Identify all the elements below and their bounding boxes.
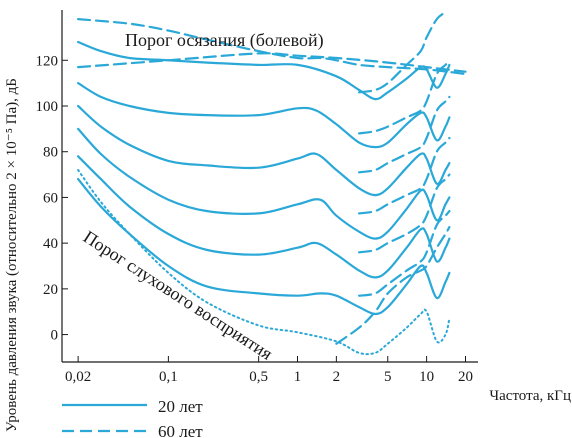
solid-curve-3 [77, 127, 451, 240]
pain-threshold-label: Порог осязания (болевой) [125, 30, 324, 51]
y-tick-label: 0 [51, 328, 59, 344]
dashed-curve-12 [358, 136, 451, 215]
y-tick-label: 80 [43, 145, 58, 161]
hearing-threshold-label: Порог слухового восприятия [80, 227, 276, 364]
dotted-curve-0 [77, 169, 451, 356]
curves-layer [77, 11, 467, 356]
dashed-curve-8 [77, 18, 467, 76]
legend-label-20-years: 20 лет [158, 397, 203, 416]
x-tick-label: 0,02 [65, 369, 91, 385]
x-tick-labels: 0,02 0,1 0,5 1 2 5 10 20 [65, 369, 473, 385]
dashed-curve-14 [358, 59, 451, 135]
axes-layer [61, 10, 478, 363]
dashed-curve-11 [358, 173, 451, 254]
x-tick-label: 10 [419, 369, 434, 385]
solid-curve-1 [77, 178, 451, 316]
y-tick-label: 40 [43, 236, 58, 252]
dashed-curve-7 [77, 52, 467, 73]
dashed-curve-10 [358, 210, 451, 297]
x-tick-label: 2 [333, 369, 341, 385]
dashed-curve-15 [358, 11, 447, 94]
dashed-curve-9 [335, 226, 451, 345]
x-tick-label: 20 [458, 369, 473, 385]
y-tick-labels: 0 20 40 60 80 100 120 [36, 53, 59, 343]
x-tick-label: 0,5 [249, 369, 268, 385]
y-tick-label: 20 [43, 282, 58, 298]
solid-curve-6 [77, 40, 451, 101]
solid-curve-4 [77, 104, 451, 197]
y-tick-label: 120 [36, 53, 59, 69]
dashed-curve-13 [358, 95, 451, 174]
x-tick-label: 0,1 [159, 369, 178, 385]
x-tick-label: 5 [384, 369, 392, 385]
solid-curve-2 [77, 155, 451, 279]
y-tick-label: 60 [43, 190, 58, 206]
x-axis-label: Частота, кГц [489, 388, 571, 404]
legend: 20 лет 60 лет [62, 397, 203, 438]
y-tick-label: 100 [36, 99, 59, 115]
solid-curve-5 [77, 82, 451, 149]
x-tick-label: 1 [294, 369, 302, 385]
legend-label-60-years: 60 лет [158, 422, 203, 438]
y-axis-label: Уровень давления звука (относительно 2 ×… [4, 78, 20, 432]
